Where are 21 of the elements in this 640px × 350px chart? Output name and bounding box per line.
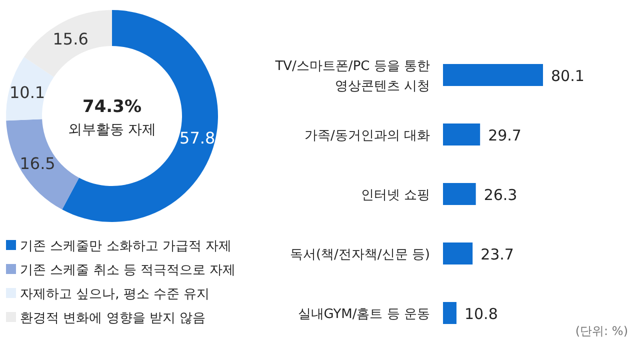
text: 외부활동 자제 [68,122,156,138]
y-tick-label: TV/스마트폰/PC 등을 통한 영상콘텐츠 시청 [274,59,430,94]
text: (단위: %) [575,324,628,338]
y-tick-label: 실내GYM/홈트 등 운동 [298,307,430,322]
data-label: 26.3 [484,186,518,204]
data-label: 29.7 [488,126,522,144]
data-label: 57.8 [180,128,216,148]
data-label: 23.7 [480,246,514,264]
legend-label: 환경적 변화에 영향을 받지 않음 [20,311,206,326]
legend-label: 자제하고 싶으나, 평소 수준 유지 [20,287,210,302]
text: 74.3% [82,97,142,117]
y-tick-label: 가족/동거인과의 대화 [304,128,430,144]
legend-label: 기존 스케줄만 소화하고 가급적 자제 [20,239,232,254]
data-label: 10.1 [9,83,46,102]
data-label: 80.1 [551,67,584,85]
y-tick-label: 인터넷 쇼핑 [360,188,430,203]
data-label: 15.6 [52,29,88,48]
y-tick-label: 독서(책/전자책/신문 등) [290,248,430,262]
legend-label: 기존 스케줄 취소 등 적극적으로 자제 [20,263,236,278]
data-label: 10.8 [464,305,498,323]
data-label: 16.5 [20,154,56,173]
